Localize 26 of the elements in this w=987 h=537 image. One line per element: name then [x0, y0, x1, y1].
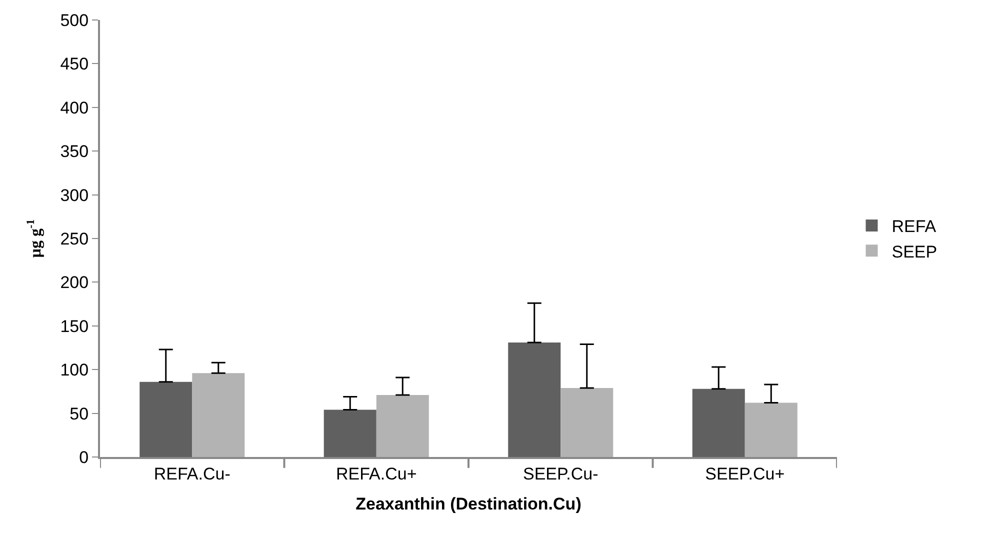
y-tick-label: 450: [60, 54, 89, 74]
y-tick-label: 350: [60, 142, 89, 162]
x-tick-label: REFA.Cu+: [336, 464, 417, 484]
bar: [560, 388, 614, 457]
x-axis-title: Zeaxanthin (Destination.Cu): [356, 494, 582, 514]
bar: [508, 342, 561, 457]
x-tick-label: SEEP.Cu+: [705, 464, 785, 484]
y-tick-label: 150: [60, 316, 89, 336]
bar: [192, 373, 245, 457]
y-tick-label: 0: [79, 448, 89, 467]
y-tick-label: 500: [60, 10, 89, 30]
bar: [140, 382, 192, 457]
bar: [376, 394, 429, 457]
x-tick-label: SEEP.Cu-: [522, 464, 598, 484]
x-tick-label: REFA.Cu-: [154, 464, 230, 484]
y-tick-label: 200: [60, 273, 89, 292]
y-tick-label: 300: [60, 186, 89, 205]
bar: [692, 388, 745, 457]
y-tick-label: 250: [60, 229, 89, 248]
bar: [324, 410, 376, 457]
bar: [744, 402, 798, 457]
y-tick-label: 400: [60, 98, 89, 118]
legend-label: SEEP: [892, 242, 938, 262]
y-tick-label: 50: [70, 404, 89, 424]
legend-label: REFA: [892, 217, 937, 236]
y-tick-label: 100: [60, 360, 89, 380]
